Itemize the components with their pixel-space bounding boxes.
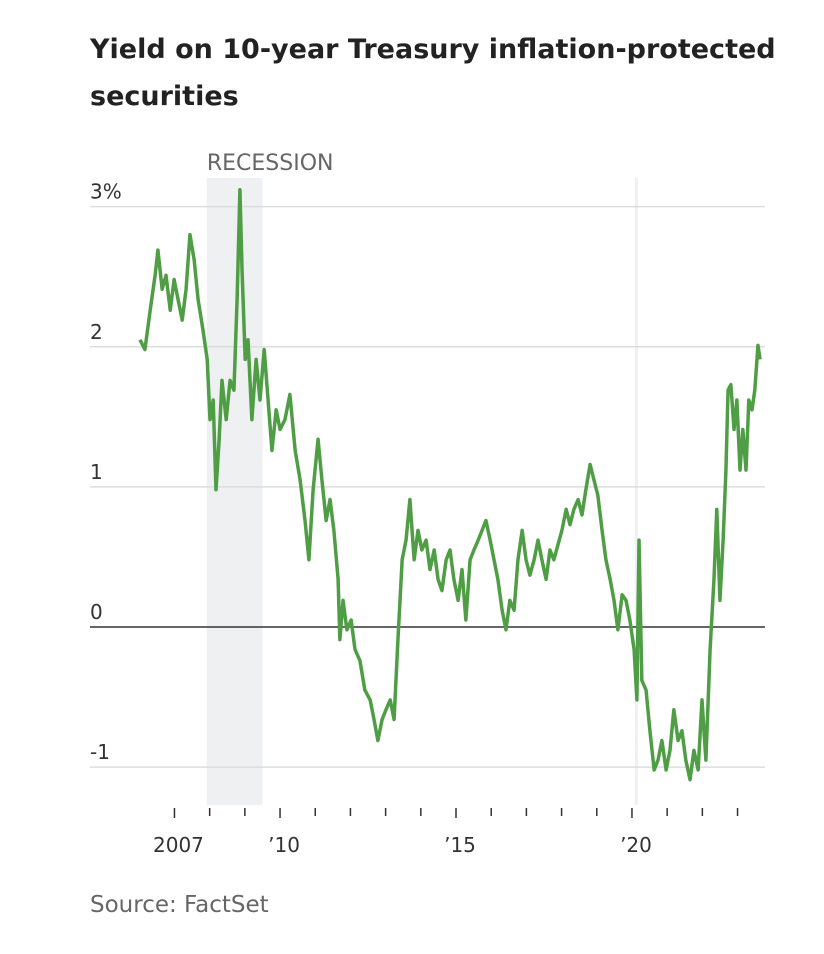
y-tick-label: 3% [90,180,122,204]
chart: RECESSION 3% 2 1 0 -1 2007 ’10 ’15 ’20 [90,151,765,857]
source: Source: FactSet [90,892,269,918]
recession-label: RECESSION [207,151,334,176]
x-tick-label: 2007 [153,833,204,857]
yield-line [138,188,762,782]
recession-band [634,178,638,805]
x-tick-label: ’10 [268,833,300,857]
recession-band [206,178,263,805]
chart-title: Yield on 10-year Treasury inflation-prot… [90,34,776,112]
x-tick-label: ’20 [620,833,652,857]
y-tick-label: 0 [90,600,103,624]
y-tick-label: 2 [90,320,103,344]
y-tick-label: -1 [90,740,110,764]
y-tick-label: 1 [90,460,103,484]
x-tick-label: ’15 [444,833,476,857]
